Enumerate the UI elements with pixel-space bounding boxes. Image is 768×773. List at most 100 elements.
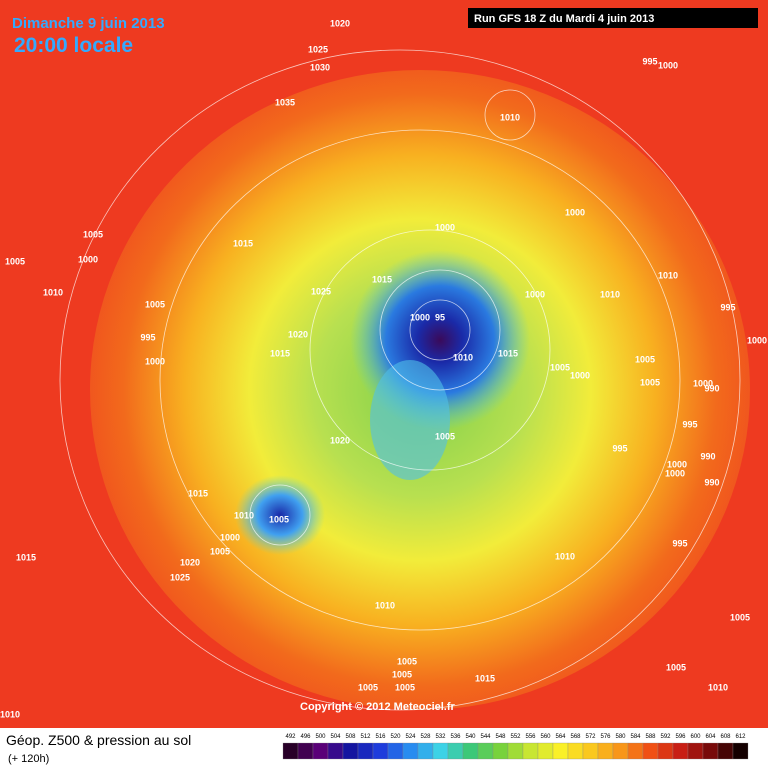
scale-swatch bbox=[297, 742, 314, 760]
isobar-label: 995 bbox=[682, 419, 697, 429]
scale-label: 580 bbox=[615, 734, 626, 740]
isobars bbox=[59, 49, 741, 711]
date: Dimanche 9 juin 2013 bbox=[12, 15, 165, 32]
isobar-label: 1020 bbox=[330, 18, 350, 28]
scale-swatch bbox=[447, 742, 464, 760]
isobar-label: 1000 bbox=[747, 335, 767, 345]
isobar-label: 1015 bbox=[16, 552, 36, 562]
isobar-label: 1010 bbox=[708, 682, 728, 692]
scale-swatch bbox=[462, 742, 479, 760]
isobar-label: 1025 bbox=[311, 286, 331, 296]
isobar-label: 1010 bbox=[375, 600, 395, 610]
trough bbox=[370, 360, 450, 480]
scale-swatch bbox=[402, 742, 419, 760]
isobar-label: 1000 bbox=[220, 532, 240, 542]
scale-swatch bbox=[657, 742, 674, 760]
scale-label: 528 bbox=[420, 734, 431, 740]
isobar-label: 1010 bbox=[453, 352, 473, 362]
scale-swatch bbox=[477, 742, 494, 760]
footer-title: Géop. Z500 & pression au sol bbox=[6, 732, 191, 748]
isobar-label: 1005 bbox=[435, 431, 455, 441]
scale-label: 544 bbox=[480, 734, 491, 740]
scale-label: 568 bbox=[570, 734, 581, 740]
scale-swatch bbox=[687, 742, 704, 760]
color-scale: 492 496 500 504 508 512 516 520 524 528 532 536 540 5… bbox=[282, 734, 749, 760]
copyright: Copyright © 2012 Meteociel.fr bbox=[300, 701, 456, 713]
scale-swatch bbox=[612, 742, 629, 760]
scale-swatch bbox=[432, 742, 449, 760]
isobar-label: 1005 bbox=[730, 612, 750, 622]
scale-swatch bbox=[552, 742, 569, 760]
isobar-label: 1000 bbox=[667, 459, 687, 469]
scale-swatch bbox=[717, 742, 734, 760]
isobar-label: 95 bbox=[435, 312, 445, 322]
isobar-label: 1005 bbox=[392, 669, 412, 679]
scale-label: 576 bbox=[600, 734, 611, 740]
scale-label: 560 bbox=[540, 734, 551, 740]
isobar-label: 1015 bbox=[188, 488, 208, 498]
scale-swatch bbox=[357, 742, 374, 760]
scale-label: 492 bbox=[285, 734, 296, 740]
scale-label: 556 bbox=[525, 734, 536, 740]
isobar-label: 1005 bbox=[640, 377, 660, 387]
scale-label: 524 bbox=[405, 734, 416, 740]
isobar-label: 1010 bbox=[555, 551, 575, 561]
isobar-label: 1000 bbox=[665, 468, 685, 478]
isobar-label: 1015 bbox=[372, 274, 392, 284]
scale-label: 572 bbox=[585, 734, 596, 740]
run-info: Run GFS 18 Z du Mardi 4 juin 2013 bbox=[474, 13, 654, 25]
scale-swatch bbox=[387, 742, 404, 760]
scale-swatch bbox=[342, 742, 359, 760]
scale-swatch bbox=[507, 742, 524, 760]
scale-label: 508 bbox=[345, 734, 356, 740]
isobar-label: 1025 bbox=[308, 44, 328, 54]
scale-label: 588 bbox=[645, 734, 656, 740]
scale-swatch bbox=[597, 742, 614, 760]
scale-label: 504 bbox=[330, 734, 341, 740]
isobar-label: 995 bbox=[642, 56, 657, 66]
isobar-label: 990 bbox=[704, 383, 719, 393]
isobar-label: 1010 bbox=[600, 289, 620, 299]
scale-swatch bbox=[642, 742, 659, 760]
isobar-label: 1005 bbox=[269, 514, 289, 524]
scale-swatch bbox=[372, 742, 389, 760]
isobar-label: 1000 bbox=[525, 289, 545, 299]
isobar-label: 1030 bbox=[310, 62, 330, 72]
isobar-label: 1000 bbox=[435, 222, 455, 232]
isobar-label: 995 bbox=[612, 443, 627, 453]
footer-lead: (+ 120h) bbox=[8, 753, 49, 765]
scale-swatch bbox=[417, 742, 434, 760]
isobar-label: 1020 bbox=[330, 435, 350, 445]
isobar-label: 1005 bbox=[395, 682, 415, 692]
isobar-label: 1010 bbox=[43, 287, 63, 297]
scale-label: 496 bbox=[300, 734, 311, 740]
isobar-label: 995 bbox=[140, 332, 155, 342]
isobar-label: 1005 bbox=[83, 229, 103, 239]
isobar-label: 1000 bbox=[410, 312, 430, 322]
scale-swatch bbox=[282, 742, 299, 760]
isobar-label: 1000 bbox=[693, 378, 713, 388]
scale-label: 520 bbox=[390, 734, 401, 740]
scale-swatch bbox=[732, 742, 749, 760]
scale-label: 512 bbox=[360, 734, 371, 740]
isobar-label: 1015 bbox=[270, 348, 290, 358]
isobar-label: 995 bbox=[672, 538, 687, 548]
isobar-label: 1010 bbox=[0, 709, 20, 719]
isobar-label: 1005 bbox=[635, 354, 655, 364]
isobar-label: 1025 bbox=[170, 572, 190, 582]
isobar-label: 1005 bbox=[145, 299, 165, 309]
isobar-label: 1005 bbox=[666, 662, 686, 672]
scale-label: 608 bbox=[720, 734, 731, 740]
scale-label: 532 bbox=[435, 734, 446, 740]
isobar-label: 1035 bbox=[275, 97, 295, 107]
scale-swatch bbox=[492, 742, 509, 760]
scale-label: 612 bbox=[735, 734, 746, 740]
isobar-label: 1020 bbox=[288, 329, 308, 339]
scale-swatch bbox=[327, 742, 344, 760]
run-box bbox=[468, 8, 758, 28]
isobar-label: 1000 bbox=[145, 356, 165, 366]
isobar-label: 1005 bbox=[5, 256, 25, 266]
isobar-label: 1000 bbox=[658, 60, 678, 70]
